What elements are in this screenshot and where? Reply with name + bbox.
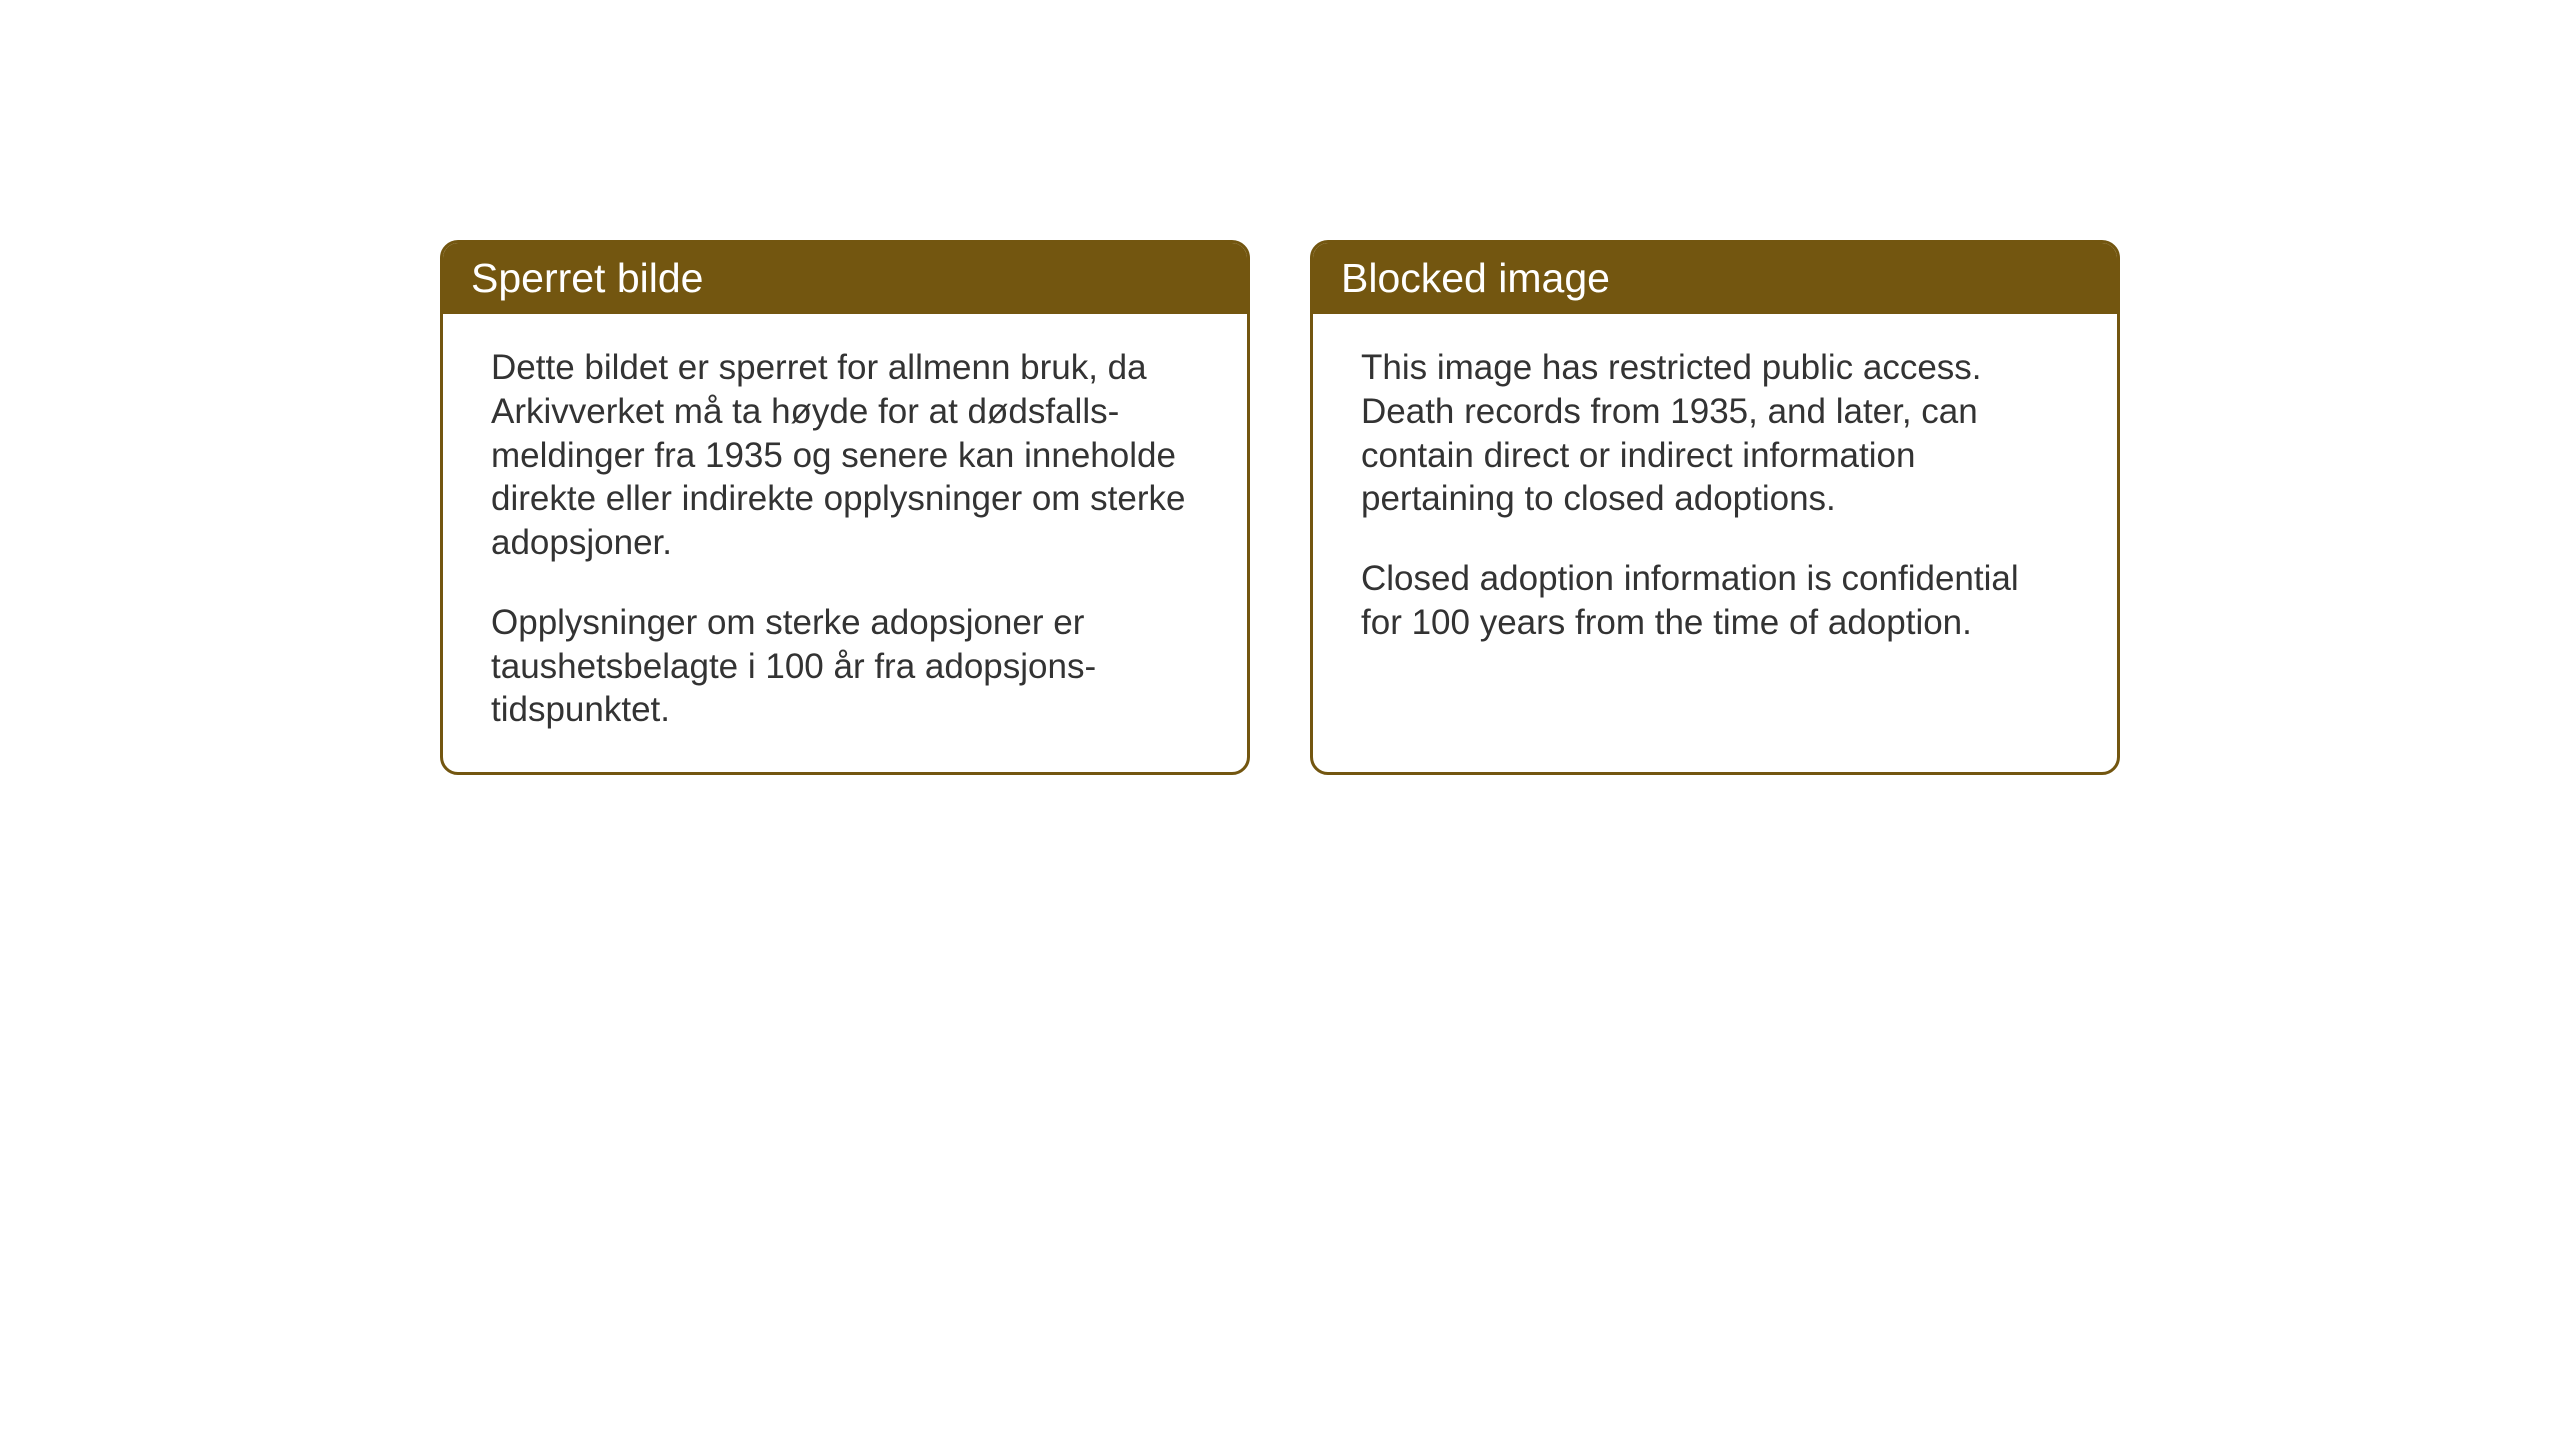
paragraph-norwegian-1: Dette bildet er sperret for allmenn bruk… <box>491 346 1199 565</box>
notice-container: Sperret bilde Dette bildet er sperret fo… <box>0 0 2560 775</box>
notice-card-norwegian: Sperret bilde Dette bildet er sperret fo… <box>440 240 1250 775</box>
card-body-english: This image has restricted public access.… <box>1313 314 2117 685</box>
card-header-norwegian: Sperret bilde <box>443 243 1247 314</box>
paragraph-english-2: Closed adoption information is confident… <box>1361 557 2069 645</box>
paragraph-norwegian-2: Opplysninger om sterke adopsjoner er tau… <box>491 601 1199 732</box>
paragraph-english-1: This image has restricted public access.… <box>1361 346 2069 521</box>
card-body-norwegian: Dette bildet er sperret for allmenn bruk… <box>443 314 1247 772</box>
card-header-english: Blocked image <box>1313 243 2117 314</box>
notice-card-english: Blocked image This image has restricted … <box>1310 240 2120 775</box>
